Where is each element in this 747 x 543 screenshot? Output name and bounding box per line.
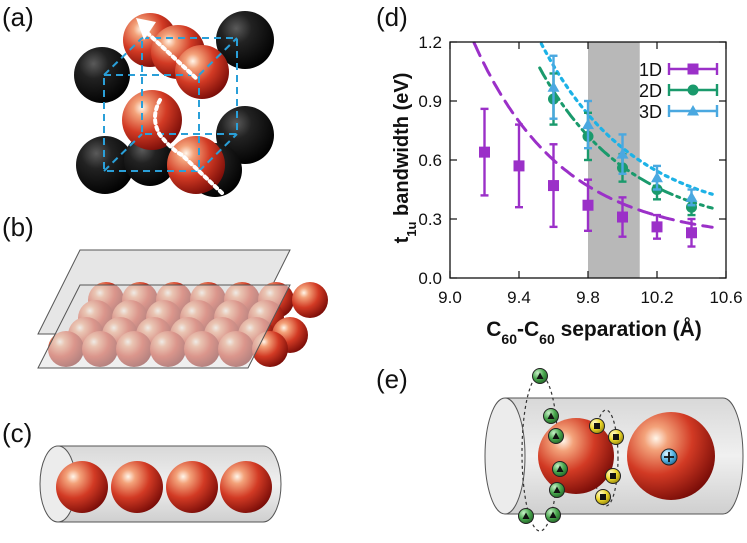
square-icon xyxy=(594,423,600,429)
yellow-particles xyxy=(589,418,624,505)
green-particles xyxy=(518,368,568,524)
legend-marker-1D xyxy=(687,63,699,75)
triangle-icon xyxy=(553,486,561,493)
panel-label-b: (b) xyxy=(2,212,34,242)
triangle-icon xyxy=(549,511,557,518)
panel-e-tube xyxy=(484,368,744,532)
triangle-icon xyxy=(552,432,560,439)
axis-ticks: 9.0 9.4 9.8 10.2 10.6 0.0 0.3 0.6 0.9 1.2 xyxy=(418,33,742,307)
red-sphere xyxy=(56,461,108,513)
point-3D xyxy=(616,148,629,159)
point-1D xyxy=(479,146,490,158)
x-axis-label: C60-C60 separation (Å) xyxy=(486,317,702,347)
panel-a-crystal xyxy=(74,11,274,197)
panel-b-layer xyxy=(37,249,328,369)
triangle-icon xyxy=(536,372,544,379)
red-sphere xyxy=(111,461,163,513)
square-icon xyxy=(610,473,616,479)
red-sphere xyxy=(220,461,272,513)
hole-particle xyxy=(660,448,678,466)
point-3D xyxy=(582,118,594,130)
red-sphere xyxy=(166,461,218,513)
plus-icon xyxy=(664,452,674,462)
tube-end xyxy=(484,397,526,515)
panel-label-c: (c) xyxy=(2,418,33,448)
cube-outline xyxy=(103,37,238,172)
point-1D xyxy=(513,160,525,172)
x-tick-label: 9.8 xyxy=(576,288,600,307)
arrow-head-icon xyxy=(136,18,156,40)
fit-curve-3D xyxy=(539,42,714,196)
triangle-icon xyxy=(522,512,530,519)
point-1D xyxy=(617,211,628,223)
y-tick-label: 0.9 xyxy=(418,92,442,111)
point-3D xyxy=(685,191,698,202)
fit-curve-1D xyxy=(472,41,714,229)
panel-c-tube xyxy=(39,445,282,523)
y-tick-label: 1.2 xyxy=(418,33,442,52)
legend-label-3D: 3D xyxy=(639,102,662,122)
x-tick-label: 9.4 xyxy=(507,288,531,307)
triangle-icon xyxy=(556,465,564,472)
legend-label-2D: 2D xyxy=(639,81,662,101)
square-icon xyxy=(600,494,606,500)
plane-bottom xyxy=(37,284,291,369)
square-icon xyxy=(613,434,619,440)
point-1D xyxy=(686,227,697,239)
x-tick-label: 9.0 xyxy=(438,288,462,307)
point-3D xyxy=(651,171,663,183)
black-sphere xyxy=(74,47,130,103)
panel-label-a: (a) xyxy=(2,2,34,32)
panel-label-e: (e) xyxy=(376,364,408,394)
y-axis-label: t1u bandwidth (eV) xyxy=(391,73,419,244)
point-3D xyxy=(547,81,560,92)
legend-marker-3D xyxy=(687,105,699,116)
black-sphere xyxy=(216,11,274,69)
triangle-icon xyxy=(547,412,555,419)
x-tick-label: 10.2 xyxy=(640,288,673,307)
y-tick-label: 0.0 xyxy=(418,269,442,288)
point-1D xyxy=(651,221,663,233)
data-points xyxy=(479,54,698,248)
y-tick-label: 0.3 xyxy=(418,210,442,229)
path-trace xyxy=(140,26,224,195)
x-tick-label: 10.6 xyxy=(709,288,742,307)
legend-label-1D: 1D xyxy=(639,60,662,80)
point-1D xyxy=(582,199,594,211)
red-sphere xyxy=(167,136,225,194)
panel-label-d: (d) xyxy=(376,2,408,32)
red-sphere xyxy=(292,282,328,318)
point-1D xyxy=(548,180,559,192)
red-sphere xyxy=(122,90,182,150)
y-tick-label: 0.6 xyxy=(418,151,442,170)
legend-marker-2D xyxy=(687,84,699,96)
